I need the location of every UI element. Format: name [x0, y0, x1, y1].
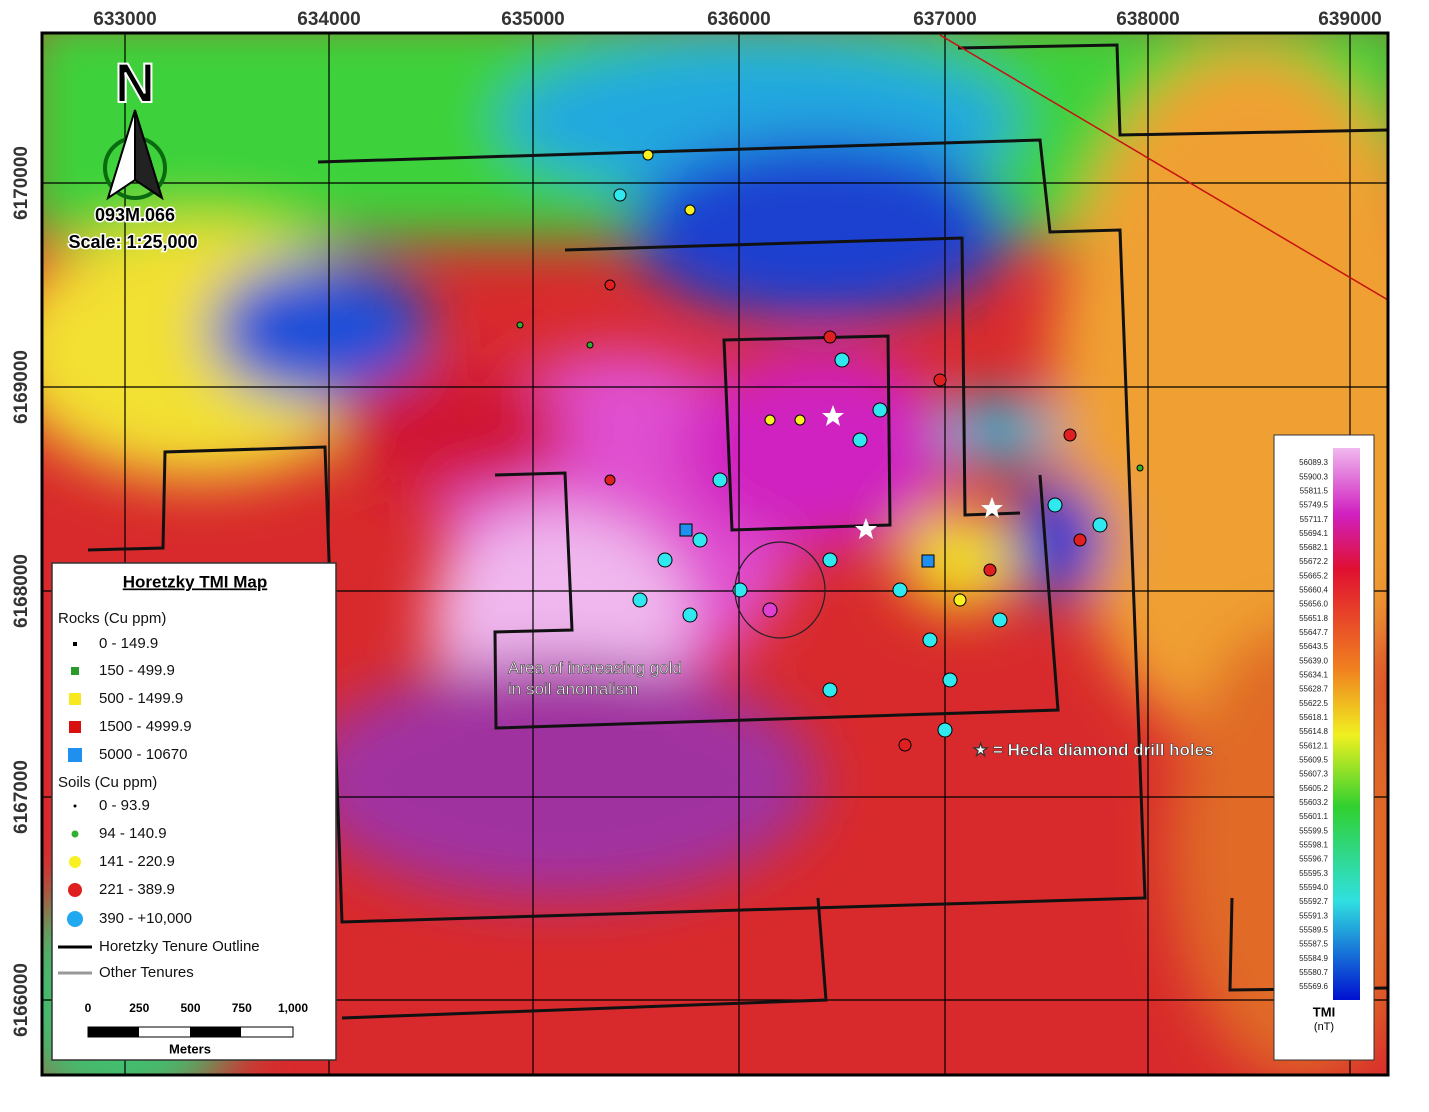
easting-label: 636000 [707, 9, 770, 30]
colorbar-label: 55622.5 [1299, 699, 1328, 708]
colorbar-label: 55612.1 [1299, 741, 1328, 750]
northing-label: 6170000 [11, 146, 32, 220]
colorbar-label: 55665.2 [1299, 571, 1328, 580]
scale-tick-label: 750 [232, 1001, 252, 1015]
annotation: Area of increasing gold [508, 658, 682, 677]
colorbar-label: 55599.5 [1299, 826, 1328, 835]
colorbar-label: 55694.1 [1299, 529, 1328, 538]
colorbar: 56089.3 55900.3 55811.5 55749.5 55711.7 55694… [1273, 434, 1375, 1061]
north-arrow: N 093M.066 Scale: 1:25,000 [67, 50, 199, 253]
legend-label: 150 - 499.9 [99, 662, 175, 679]
legend-label: Horetzky Tenure Outline [99, 938, 260, 955]
legend-label: 5000 - 10670 [99, 746, 187, 763]
legend-swatch [71, 830, 79, 838]
colorbar-label: 55584.9 [1299, 954, 1328, 963]
sheet-label: 093M.066 [95, 205, 175, 225]
colorbar-label: 55628.7 [1299, 685, 1328, 694]
northing-label: 6168000 [11, 554, 32, 628]
legend-label: 500 - 1499.9 [99, 690, 183, 707]
colorbar-label: 55596.7 [1299, 855, 1328, 864]
colorbar-label: 55607.3 [1299, 770, 1328, 779]
annotation: ★ = Hecla diamond drill holes [973, 740, 1214, 759]
colorbar-label: 55900.3 [1299, 472, 1328, 481]
colorbar-label: 55614.8 [1299, 727, 1328, 736]
legend-swatch [71, 667, 79, 675]
tenure-outlines [87, 43, 1388, 1020]
easting-label: 638000 [1116, 9, 1179, 30]
legend-swatch [69, 856, 81, 868]
colorbar-label: 55592.7 [1299, 897, 1328, 906]
easting-label: 637000 [913, 9, 976, 30]
legend: Horetzky TMI Map Rocks (Cu ppm) Soils (C… [51, 562, 337, 1061]
scale-tick-label: 500 [180, 1001, 200, 1015]
legend-heading: Rocks (Cu ppm) [58, 610, 166, 627]
legend-label: 221 - 389.9 [99, 881, 175, 898]
colorbar-label: 55587.5 [1299, 940, 1328, 949]
scale-label: Scale: 1:25,000 [68, 232, 197, 252]
scale-unit: Meters [169, 1041, 211, 1056]
colorbar-label: 55580.7 [1299, 968, 1328, 977]
colorbar-label: 55594.0 [1299, 883, 1328, 892]
legend-label: 141 - 220.9 [99, 853, 175, 870]
map-frame [40, 31, 1390, 1077]
legend-swatch [69, 721, 81, 733]
colorbar-label: 55643.5 [1299, 642, 1328, 651]
colorbar-label: 55603.2 [1299, 798, 1328, 807]
colorbar-label: 55639.0 [1299, 656, 1328, 665]
legend-heading: Soils (Cu ppm) [58, 774, 157, 791]
colorbar-label: 55647.7 [1299, 628, 1328, 637]
colorbar-label: 55749.5 [1299, 501, 1328, 510]
colorbar-label: 55660.4 [1299, 586, 1328, 595]
legend-swatch [68, 883, 82, 897]
legend-label: 0 - 93.9 [99, 797, 150, 814]
legend-swatch [73, 642, 77, 646]
scale-tick-label: 0 [85, 1001, 92, 1015]
legend-label: 94 - 140.9 [99, 825, 167, 842]
scale-tick-label: 250 [129, 1001, 149, 1015]
legend-label: 1500 - 4999.9 [99, 718, 192, 735]
colorbar-label: 56089.3 [1299, 458, 1328, 467]
colorbar-label: 55656.0 [1299, 600, 1328, 609]
colorbar-label: 55651.8 [1299, 614, 1328, 623]
colorbar-label: 55609.5 [1299, 756, 1328, 765]
annotation: in soil anomalism [508, 679, 638, 698]
colorbar-label: 55711.7 [1300, 515, 1329, 524]
easting-label: 634000 [297, 9, 360, 30]
colorbar-label: 55672.2 [1299, 557, 1328, 566]
colorbar-label: 55601.1 [1299, 812, 1328, 821]
easting-label: 639000 [1318, 9, 1381, 30]
northing-label: 6167000 [11, 760, 32, 834]
legend-swatch [73, 804, 77, 808]
legend-swatch [69, 693, 81, 705]
colorbar-label: 55589.5 [1299, 925, 1328, 934]
north-letter: N [115, 51, 155, 114]
legend-swatch [67, 911, 83, 927]
legend-label: 390 - +10,000 [99, 910, 192, 927]
colorbar-label: 55605.2 [1299, 784, 1328, 793]
colorbar-unit: (nT) [1314, 1021, 1334, 1033]
legend-title: Horetzky TMI Map [123, 572, 268, 591]
legend-label: Other Tenures [99, 964, 194, 981]
colorbar-title: TMI [1313, 1004, 1335, 1019]
scale-tick-label: 1,000 [278, 1001, 308, 1015]
soil-samples [516, 149, 1144, 752]
colorbar-label: 55618.1 [1299, 713, 1328, 722]
colorbar-label: 55682.1 [1299, 543, 1328, 552]
colorbar-label: 55591.3 [1299, 911, 1328, 920]
northing-label: 6166000 [11, 963, 32, 1037]
colorbar-label: 55811.5 [1300, 486, 1329, 495]
northing-label: 6169000 [11, 350, 32, 424]
colorbar-label: 55598.1 [1299, 840, 1328, 849]
colorbar-label: 55634.1 [1299, 671, 1328, 680]
coordinates: 633000 634000 635000 636000 637000 638000 6390… [11, 9, 1382, 1037]
legend-swatch [68, 748, 82, 762]
easting-label: 635000 [501, 9, 564, 30]
colorbar-label: 55595.3 [1299, 869, 1328, 878]
colorbar-label: 55569.6 [1299, 982, 1328, 991]
easting-label: 633000 [93, 9, 156, 30]
legend-label: 0 - 149.9 [99, 635, 158, 652]
